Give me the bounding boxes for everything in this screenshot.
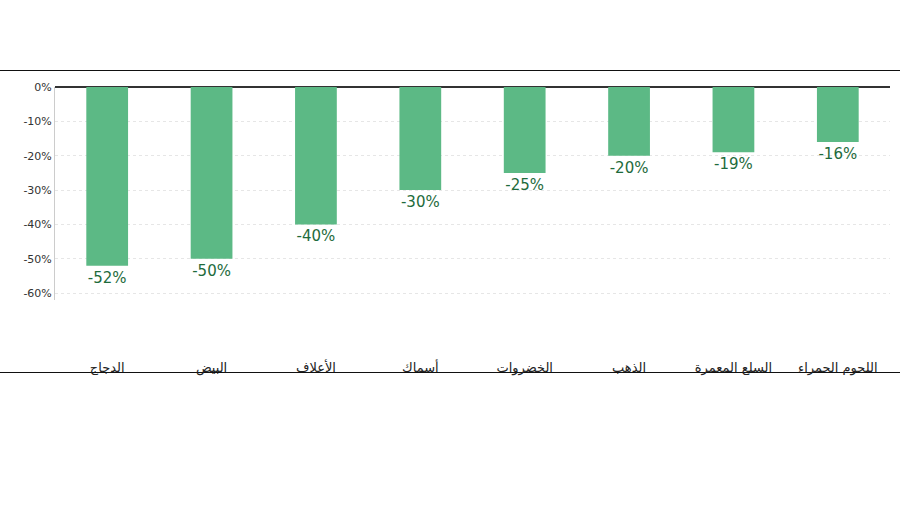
svg-text:الأعلاف: الأعلاف [296, 359, 336, 375]
svg-text:-30%: -30% [23, 184, 51, 197]
svg-text:-52%: -52% [88, 269, 127, 287]
svg-text:-50%: -50% [23, 253, 51, 266]
svg-text:-30%: -30% [401, 193, 440, 211]
svg-text:-16%: -16% [818, 145, 857, 163]
svg-text:-40%: -40% [297, 227, 336, 245]
svg-text:السلع المعمرة: السلع المعمرة [695, 360, 772, 376]
svg-text:-60%: -60% [23, 287, 51, 300]
svg-text:البيض: البيض [196, 360, 227, 376]
svg-text:-50%: -50% [192, 262, 231, 280]
svg-text:أسماك: أسماك [402, 359, 439, 375]
svg-text:-19%: -19% [714, 155, 753, 173]
svg-text:-25%: -25% [505, 176, 544, 194]
svg-text:الدجاج: الدجاج [90, 360, 125, 376]
svg-text:الذهب: الذهب [612, 360, 646, 375]
svg-text:الخضروات: الخضروات [496, 360, 553, 376]
svg-text:-20%: -20% [23, 150, 51, 163]
svg-text:-40%: -40% [23, 218, 51, 231]
svg-text:-20%: -20% [610, 159, 649, 177]
svg-text:-10%: -10% [23, 115, 51, 128]
svg-text:اللحوم الحمراء: اللحوم الحمراء [798, 360, 878, 376]
svg-text:0%: 0% [34, 81, 51, 94]
